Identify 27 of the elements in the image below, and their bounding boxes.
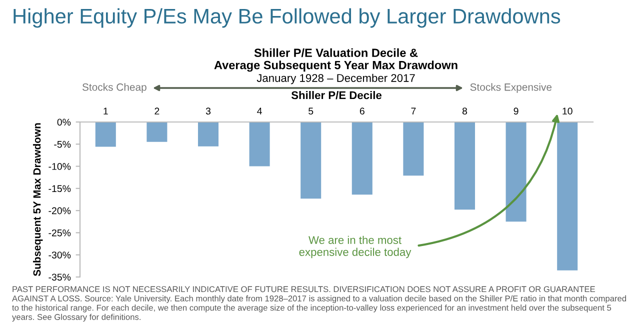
text: January 1928 – December 2017: [256, 74, 415, 84]
x-tick-label: 5: [308, 108, 314, 115]
x-tick-label: 6: [360, 108, 364, 115]
x-tick-label: 1: [104, 108, 108, 114]
y-tick-label: 0%: [57, 118, 71, 126]
x-tick-label: 9: [514, 108, 518, 115]
y-tick-label: -20%: [48, 207, 71, 214]
y-tick-label: -10%: [48, 163, 71, 170]
x-tick-label: 7: [411, 108, 416, 114]
text: Stocks Expensive: [470, 83, 552, 93]
y-tick-label: -35%: [48, 274, 71, 281]
x-axis-title: Shiller P/E Decile: [291, 90, 382, 100]
y-tick-label: -25%: [48, 229, 71, 236]
text: PAST PERFORMANCE IS NOT NECESSARILY INDICATIVE OF FUTURE RESULTS. DIVERSIFICATION DOES NOT ASSURE A PROFIT OR GUARANTEE AGAINST A LOSS. Source: Yale University. Each monthly date from 1928–2017 is assigned to a valuation decile based on the Shiller P/E ratio in that month compared to the historical range. For each decile, we then compute the average size of the inception-to-valley loss experienced for an investment held over the subsequent 5 years. See Glossary for definitions.: [12, 286, 626, 322]
y-tick-label: -30%: [48, 252, 71, 258]
x-tick-label: 2: [154, 108, 160, 114]
text: Stocks Cheap: [82, 83, 146, 93]
chart-title: Higher Equity P/Es May Be Followed by Larger Drawdowns: [14, 8, 560, 28]
y-tick-label: -5%: [54, 140, 71, 148]
x-tick-label: 3: [206, 108, 211, 115]
annotation: We are in the most expensive decile today: [299, 236, 412, 258]
x-tick-label: 8: [462, 108, 468, 115]
y-tick-label: -15%: [48, 185, 71, 192]
x-tick-label: 10: [562, 108, 572, 115]
chart-subtitle: Shiller P/E Valuation Decile & Average Subsequent 5 Year Max Drawdown: [214, 48, 458, 72]
x-tick-label: 4: [257, 108, 262, 114]
y-axis-title: Subsequent 5Y Max Drawdown: [33, 123, 43, 276]
